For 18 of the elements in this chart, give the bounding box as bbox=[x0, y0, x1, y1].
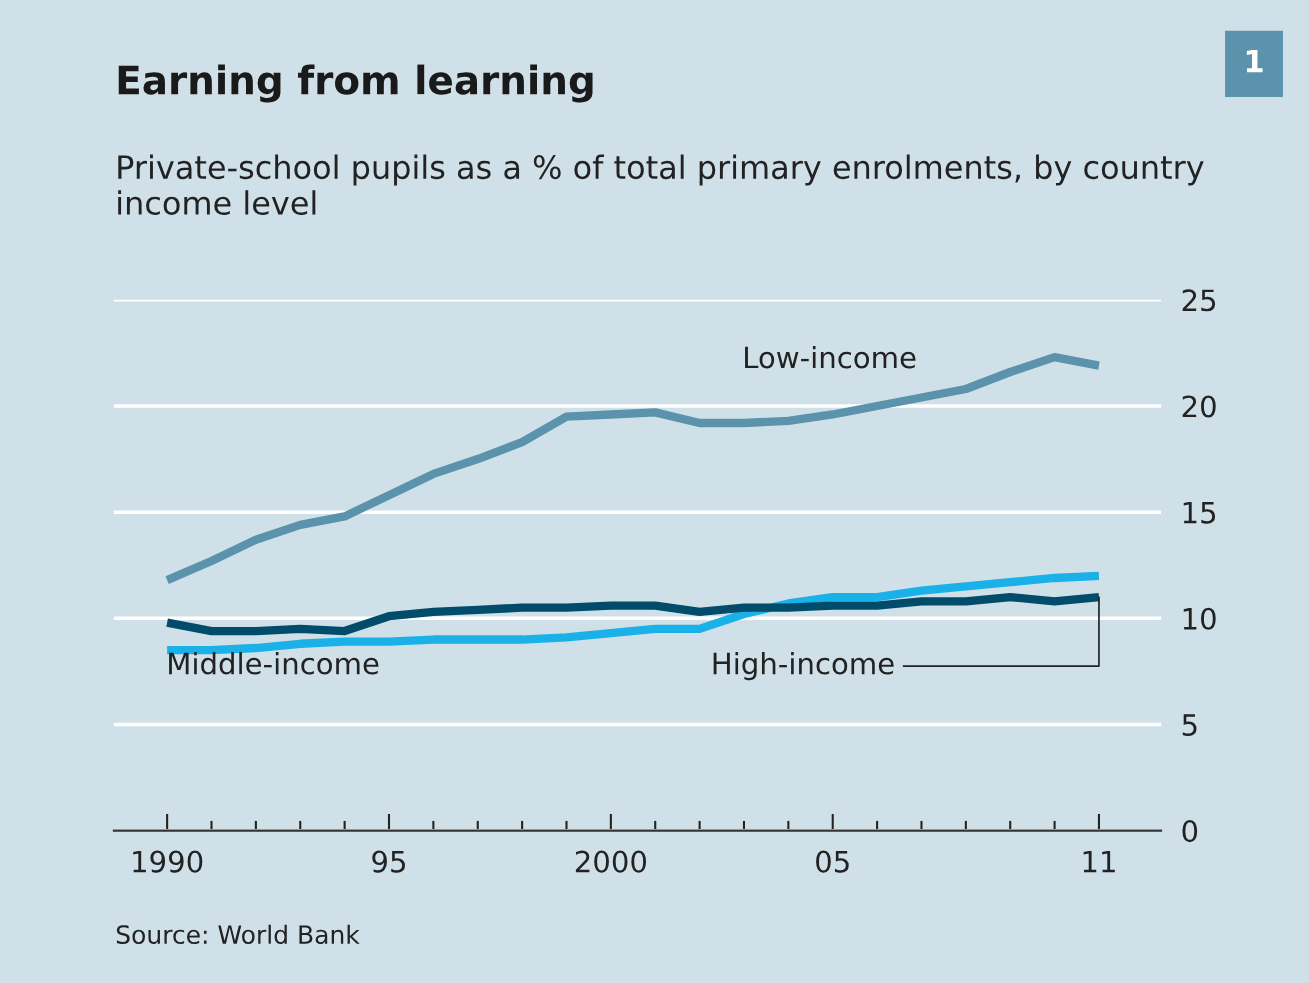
chart-title: Earning from learning bbox=[118, 64, 593, 103]
x-tick-label: 1990 bbox=[133, 850, 203, 873]
y-tick-label: 5 bbox=[1182, 714, 1197, 736]
source-note: Source: World Bank bbox=[116, 924, 360, 945]
chart-subtitle: Private-school pupils as a % of total primary enrolments, by country income level bbox=[118, 154, 1204, 215]
y-tick-label: 10 bbox=[1183, 607, 1216, 630]
text: 1 bbox=[1246, 50, 1263, 73]
series-label: Low-income bbox=[745, 345, 916, 369]
x-tick-label: 2000 bbox=[575, 850, 647, 873]
y-tick-label: 20 bbox=[1182, 395, 1216, 418]
series-label: High-income bbox=[713, 651, 894, 681]
y-tick-label: 15 bbox=[1183, 501, 1216, 524]
series-label: Middle-income bbox=[169, 651, 379, 675]
y-tick-label: 0 bbox=[1182, 820, 1198, 843]
y-tick-label: 25 bbox=[1182, 289, 1216, 312]
x-tick-label: 11 bbox=[1083, 850, 1115, 873]
x-tick-label: 05 bbox=[816, 850, 849, 873]
x-tick-label: 95 bbox=[372, 850, 405, 873]
